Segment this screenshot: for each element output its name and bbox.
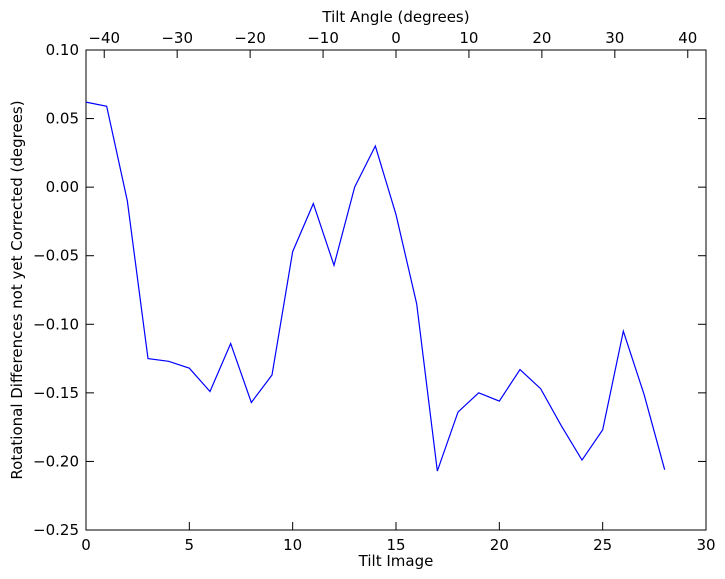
y-axis-label: Rotational Differences not yet Corrected… xyxy=(8,100,26,479)
top-x-tick-label: 20 xyxy=(532,29,551,47)
x-tick-label: 15 xyxy=(386,536,405,554)
x-tick-label: 0 xyxy=(81,536,91,554)
top-x-tick-label: −20 xyxy=(234,29,266,47)
top-axis-label: Tilt Angle (degrees) xyxy=(321,8,469,26)
y-tick-label: −0.05 xyxy=(33,247,79,265)
top-x-tick-label: −30 xyxy=(161,29,193,47)
x-tick-label: 30 xyxy=(696,536,715,554)
top-x-tick-label: −40 xyxy=(88,29,120,47)
top-x-tick-label: 10 xyxy=(459,29,478,47)
y-tick-label: −0.15 xyxy=(33,384,79,402)
y-tick-label: 0.00 xyxy=(46,178,79,196)
y-tick-label: 0.10 xyxy=(46,41,79,59)
x-tick-label: 25 xyxy=(593,536,612,554)
top-x-tick-label: −10 xyxy=(307,29,339,47)
x-tick-label: 20 xyxy=(490,536,509,554)
top-x-tick-label: 0 xyxy=(391,29,401,47)
ticks-layer xyxy=(85,49,707,531)
top-x-tick-label: 40 xyxy=(678,29,697,47)
x-tick-label: 10 xyxy=(283,536,302,554)
tick-labels-layer: 0 5 10 15 20 25 30 −40 −30 −20 −10 0 10 20 30 40 −0.25 −0… xyxy=(33,29,716,554)
top-x-tick-label: 30 xyxy=(605,29,624,47)
y-tick-label: 0.05 xyxy=(46,110,79,128)
y-tick-label: −0.20 xyxy=(33,452,79,470)
series-layer xyxy=(85,101,666,472)
y-tick-label: −0.25 xyxy=(33,521,79,539)
x-axis-label: Tilt Image xyxy=(358,552,434,570)
x-tick-label: 5 xyxy=(185,536,195,554)
series-line xyxy=(85,101,666,472)
y-tick-label: −0.10 xyxy=(33,315,79,333)
plot-frame xyxy=(85,49,707,531)
